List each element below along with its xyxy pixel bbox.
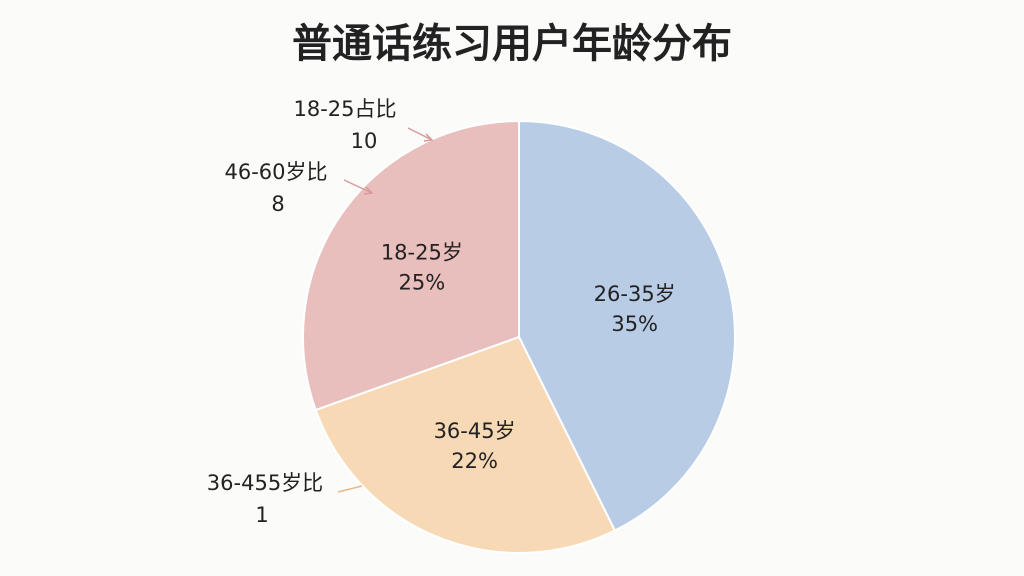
slice-value: 25%: [398, 271, 445, 295]
pie-slice: [314, 335, 617, 554]
annotation-value: 8: [271, 192, 284, 216]
arrow-head: [363, 186, 374, 195]
slice-category: 18-25岁: [381, 241, 463, 265]
arrow-head: [423, 133, 434, 142]
annotation-text: 36-455岁比: [207, 471, 323, 495]
annotation-text: 46-60岁比: [224, 160, 327, 184]
slice-value: 35%: [611, 312, 658, 336]
arrow: [337, 485, 363, 493]
annotation-arrows: [337, 127, 434, 493]
pie-slice: [302, 119, 520, 412]
slice-value: 22%: [451, 449, 498, 473]
annotation-text: 18-25占比: [293, 97, 396, 121]
arrow: [407, 127, 433, 141]
arrow: [343, 179, 373, 194]
annotation-value: 1: [255, 503, 268, 527]
slice-category: 36-45岁: [434, 419, 516, 443]
labels: 26-35岁 35% 36-45岁 22% 18-25岁 25%: [381, 241, 676, 474]
slice-category: 26-35岁: [594, 282, 676, 306]
slices: [302, 119, 736, 554]
pie-slice: [518, 119, 736, 532]
annotation-value: 10: [351, 129, 378, 153]
chart-title: 普通话练习用户年龄分布: [292, 21, 732, 67]
